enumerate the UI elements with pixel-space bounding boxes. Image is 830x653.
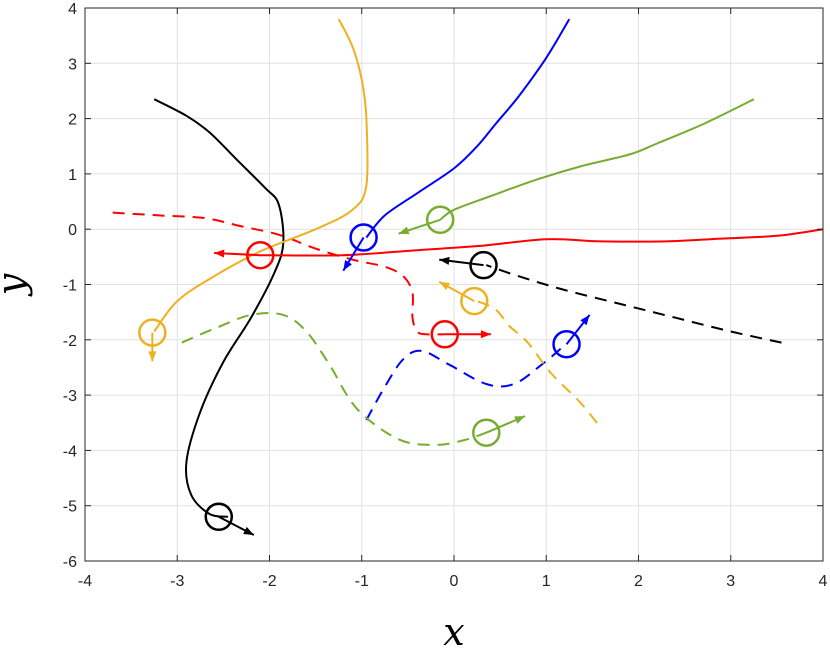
trajectory-line bbox=[365, 344, 566, 421]
x-tick-label: 2 bbox=[634, 573, 643, 590]
x-axis-label: x bbox=[443, 610, 464, 653]
y-tick-label: -6 bbox=[63, 554, 77, 571]
x-tick-label: -4 bbox=[78, 573, 92, 590]
agent-markers bbox=[138, 205, 591, 536]
heading-arrow-head bbox=[214, 249, 225, 258]
agent-marker bbox=[349, 223, 378, 252]
trajectory-line bbox=[153, 18, 369, 333]
y-tick-label: -4 bbox=[63, 443, 77, 460]
trajectory-line bbox=[112, 211, 445, 336]
trajectory-line bbox=[181, 311, 487, 446]
x-tick-label: 0 bbox=[450, 573, 459, 590]
heading-arrow-head bbox=[514, 416, 526, 424]
heading-arrow-head bbox=[480, 330, 491, 339]
x-tick-label: -1 bbox=[355, 573, 369, 590]
y-tick-label: 1 bbox=[68, 167, 77, 184]
trajectory-line bbox=[365, 18, 571, 239]
x-tick-label: 3 bbox=[726, 573, 735, 590]
agent-marker bbox=[469, 250, 498, 280]
grid bbox=[84, 7, 824, 562]
y-tick-label: 2 bbox=[68, 112, 77, 129]
heading-arrow-head bbox=[243, 526, 254, 536]
heading-arrow-head bbox=[580, 314, 590, 326]
heading-arrow-head bbox=[439, 256, 450, 265]
y-tick-label: 0 bbox=[68, 222, 77, 239]
trajectory-line bbox=[439, 98, 755, 221]
agent-marker bbox=[204, 502, 234, 532]
agent-marker bbox=[425, 205, 455, 235]
heading-arrow-head bbox=[148, 351, 157, 362]
heading-arrow-head bbox=[439, 281, 450, 291]
x-tick-label: 1 bbox=[542, 573, 551, 590]
y-tick-label: 4 bbox=[68, 1, 77, 18]
y-tick-label: -2 bbox=[63, 333, 77, 350]
x-tick-label: -2 bbox=[262, 573, 276, 590]
y-tick-label: -5 bbox=[63, 499, 77, 516]
y-tick-label: 3 bbox=[68, 56, 77, 73]
agent-marker bbox=[552, 329, 581, 359]
trajectory-line bbox=[485, 264, 782, 344]
ticks: -4 -3 -2 -1 0 1 2 3 4 -6 -5 -4 -3 -2 -1 0 1 2 3 4 bbox=[63, 1, 828, 590]
y-axis-label: y bbox=[0, 273, 33, 297]
heading-arrow-head bbox=[343, 260, 352, 271]
trajectory-line bbox=[476, 300, 598, 424]
agent-marker bbox=[460, 286, 489, 316]
trajectory-line bbox=[153, 98, 285, 518]
y-tick-label: -3 bbox=[63, 388, 77, 405]
agent-marker bbox=[472, 418, 501, 447]
x-tick-label: -3 bbox=[170, 573, 184, 590]
x-tick-label: 4 bbox=[819, 573, 828, 590]
y-tick-label: -1 bbox=[63, 278, 77, 295]
trajectory-line bbox=[259, 228, 824, 257]
heading-arrow-head bbox=[398, 226, 410, 235]
series-lines bbox=[112, 18, 824, 518]
